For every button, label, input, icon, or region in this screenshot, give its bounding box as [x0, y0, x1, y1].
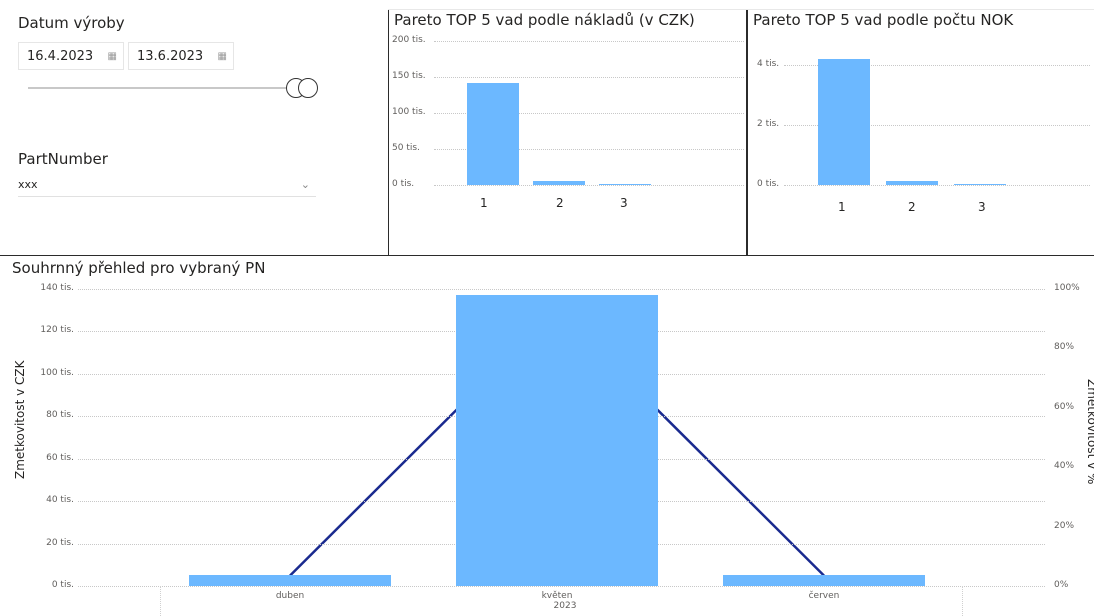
divider-horizontal: [0, 255, 1094, 256]
x-tick-label: 1: [838, 200, 846, 214]
chart-summary-title: Souhrnný přehled pro vybraný PN: [12, 259, 266, 277]
bar: [456, 295, 658, 586]
chevron-down-icon[interactable]: ⌄: [300, 178, 310, 191]
y-tick-label: 50 tis.: [392, 143, 420, 153]
chart-pareto-nok-title: Pareto TOP 5 vad podle počtu NOK: [753, 11, 1014, 29]
top-border: [388, 9, 1094, 10]
divider-vertical-left: [388, 10, 389, 256]
y2-tick-label: 20%: [1054, 520, 1075, 531]
category-separator: [160, 586, 161, 616]
chart-pareto-cost-title: Pareto TOP 5 vad podle nákladů (v CZK): [394, 11, 695, 29]
bar: [818, 59, 870, 185]
gridline: [434, 185, 744, 186]
gridline: [78, 586, 1045, 587]
gridline: [434, 113, 744, 114]
end-date-input[interactable]: 13.6.2023 ▦: [128, 42, 234, 70]
y-tick-label: 120 tis.: [40, 325, 74, 336]
gridline: [434, 149, 744, 150]
x-group-label: 2023: [553, 601, 577, 611]
divider-vertical-mid: [746, 10, 748, 256]
y-tick-label: 0 tis.: [51, 580, 74, 590]
partnumber-selected-value: xxx: [18, 178, 38, 191]
category-separator: [962, 586, 963, 616]
date-filter-label: Datum výroby: [18, 14, 125, 32]
y-tick-label: 60 tis.: [46, 452, 74, 463]
bar: [533, 181, 585, 185]
gridline: [784, 125, 1090, 126]
bar: [599, 183, 651, 185]
x-tick-label: 2: [556, 196, 564, 210]
gridline: [78, 289, 1045, 290]
slider-handle-end[interactable]: [298, 78, 318, 98]
bar: [723, 575, 925, 586]
y-tick-label: 2 tis.: [757, 119, 780, 129]
y2-tick-label: 100%: [1054, 283, 1080, 293]
x-tick-label: květen: [541, 591, 573, 601]
bar: [467, 82, 519, 185]
date-range-slider[interactable]: [28, 87, 290, 89]
y-tick-label: 140 tis.: [40, 283, 74, 293]
calendar-icon[interactable]: ▦: [107, 51, 117, 62]
x-tick-label: duben: [275, 591, 305, 601]
y-tick-label: 20 tis.: [46, 537, 74, 548]
y-tick-label: 4 tis.: [757, 59, 780, 69]
start-date-value: 16.4.2023: [27, 49, 94, 64]
gridline: [434, 41, 744, 42]
y-tick-label: 150 tis.: [392, 71, 426, 81]
y-tick-label: 200 tis.: [392, 35, 426, 45]
y-tick-label: 100 tis.: [392, 107, 426, 117]
y-tick-label: 100 tis.: [40, 367, 74, 378]
x-tick-label: 3: [620, 196, 628, 210]
y2-tick-label: 60%: [1054, 401, 1075, 412]
x-tick-label: 3: [978, 200, 986, 214]
y2-tick-label: 40%: [1054, 461, 1075, 472]
y2-tick-label: 80%: [1054, 342, 1075, 353]
y-tick-label: 40 tis.: [46, 495, 74, 506]
gridline: [784, 185, 1090, 186]
bar: [886, 180, 938, 185]
y2-tick-label: 0%: [1054, 580, 1069, 590]
partnumber-filter-label: PartNumber: [18, 150, 108, 168]
calendar-icon[interactable]: ▦: [217, 51, 227, 62]
y-tick-label: 0 tis.: [757, 179, 780, 189]
bar: [954, 183, 1006, 185]
x-tick-label: 2: [908, 200, 916, 214]
partnumber-dropdown[interactable]: xxx ⌄: [18, 174, 316, 197]
y-tick-label: 0 tis.: [392, 179, 415, 189]
gridline: [434, 77, 744, 78]
x-tick-label: červen: [808, 591, 840, 601]
x-tick-label: 1: [480, 196, 488, 210]
end-date-value: 13.6.2023: [137, 49, 204, 64]
bar: [189, 575, 391, 586]
gridline: [784, 65, 1090, 66]
y-tick-label: 80 tis.: [46, 410, 74, 421]
start-date-input[interactable]: 16.4.2023 ▦: [18, 42, 124, 70]
